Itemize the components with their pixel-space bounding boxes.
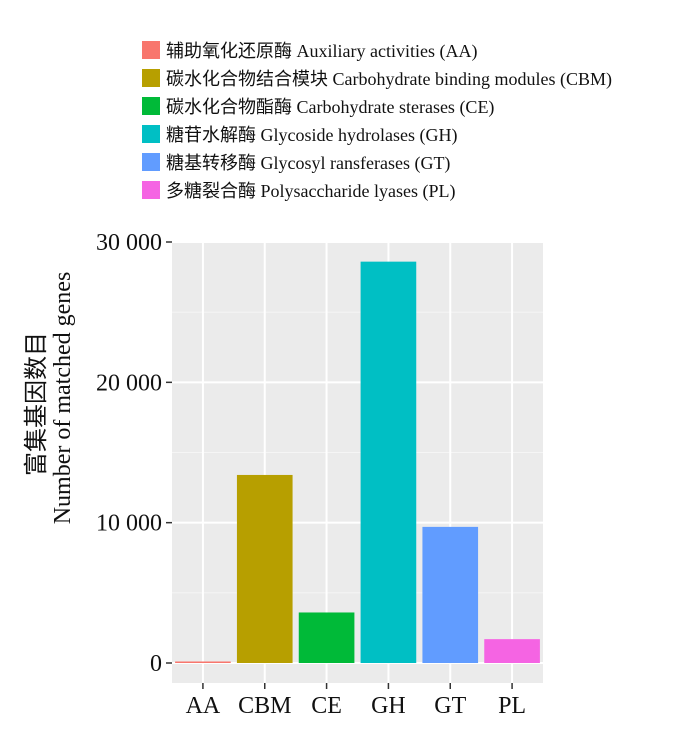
legend-swatch (142, 41, 160, 59)
x-tick-label: CE (311, 693, 342, 719)
legend-swatch (142, 153, 160, 171)
legend-label: 多糖裂合酶 Polysaccharide lyases (PL) (166, 181, 456, 201)
legend: 辅助氧化还原酶 Auxiliary activities (AA) 碳水化合物结合… (142, 36, 612, 204)
x-tick-label: AA (186, 693, 221, 719)
legend-label: 碳水化合物酯酶 Carbohydrate sterases (CE) (166, 97, 495, 117)
legend-swatch (142, 69, 160, 87)
x-tick-label: GH (371, 693, 406, 719)
legend-label: 辅助氧化还原酶 Auxiliary activities (AA) (166, 41, 478, 61)
legend-swatch (142, 181, 160, 199)
y-tick-label: 0 (150, 651, 162, 677)
legend-label: 碳水化合物结合模块 Carbohydrate binding modules (… (166, 69, 612, 89)
plot-panel (172, 242, 543, 683)
bar-ce (298, 612, 355, 663)
legend-swatch (142, 125, 160, 143)
bar-cbm (236, 474, 293, 663)
bar-gt (422, 526, 479, 663)
legend-item: 多糖裂合酶 Polysaccharide lyases (PL) (142, 176, 612, 204)
legend-item: 碳水化合物结合模块 Carbohydrate binding modules (… (142, 64, 612, 92)
y-tick-label: 20 000 (96, 370, 162, 396)
legend-label: 糖苷水解酶 Glycoside hydrolases (GH) (166, 125, 458, 145)
legend-item: 辅助氧化还原酶 Auxiliary activities (AA) (142, 36, 612, 64)
x-tick-label: GT (434, 693, 466, 719)
legend-swatch (142, 97, 160, 115)
x-tick-label: CBM (238, 693, 291, 719)
bar-gh (360, 261, 417, 663)
y-axis-title-cn: 富集基因数目 (23, 332, 50, 476)
x-tick-label: PL (498, 693, 526, 719)
legend-item: 糖基转移酶 Glycosyl ransferases (GT) (142, 148, 612, 176)
y-axis-title-en: Number of matched genes (50, 272, 76, 525)
bar-aa (175, 661, 231, 663)
legend-item: 碳水化合物酯酶 Carbohydrate sterases (CE) (142, 92, 612, 120)
bar-pl (484, 639, 540, 663)
y-tick-label: 30 000 (96, 230, 162, 256)
legend-label: 糖基转移酶 Glycosyl ransferases (GT) (166, 153, 451, 173)
y-tick-label: 10 000 (96, 511, 162, 537)
legend-item: 糖苷水解酶 Glycoside hydrolases (GH) (142, 120, 612, 148)
